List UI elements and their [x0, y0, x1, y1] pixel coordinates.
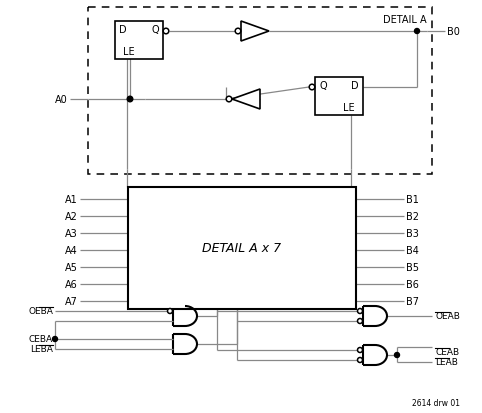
- Text: A5: A5: [65, 262, 78, 272]
- Text: DETAIL A x 7: DETAIL A x 7: [202, 242, 281, 255]
- Text: B0: B0: [447, 27, 460, 37]
- Text: Q: Q: [319, 81, 327, 91]
- Text: B1: B1: [406, 195, 419, 204]
- Circle shape: [53, 337, 57, 342]
- Bar: [128, 188, 356, 309]
- Circle shape: [168, 309, 173, 314]
- Circle shape: [235, 29, 241, 35]
- Text: A1: A1: [65, 195, 78, 204]
- Text: DETAIL A: DETAIL A: [383, 15, 427, 25]
- Circle shape: [358, 319, 362, 324]
- Text: CEAB: CEAB: [435, 348, 459, 357]
- Text: OEBA: OEBA: [28, 307, 53, 316]
- Circle shape: [394, 353, 400, 358]
- Text: B4: B4: [406, 245, 419, 255]
- Text: A3: A3: [65, 228, 78, 238]
- Circle shape: [226, 97, 232, 102]
- Text: D: D: [351, 81, 359, 91]
- Text: LE: LE: [343, 103, 355, 113]
- Circle shape: [358, 348, 362, 353]
- Text: B3: B3: [406, 228, 419, 238]
- Text: CEBA: CEBA: [29, 335, 53, 344]
- Polygon shape: [232, 90, 260, 110]
- Text: A4: A4: [65, 245, 78, 255]
- Circle shape: [358, 358, 362, 363]
- Text: Q: Q: [151, 25, 159, 35]
- Text: A2: A2: [65, 211, 78, 221]
- Text: A0: A0: [55, 95, 68, 105]
- Text: B2: B2: [406, 211, 419, 221]
- Text: A6: A6: [65, 279, 78, 289]
- Circle shape: [415, 29, 419, 34]
- Text: LEBA: LEBA: [30, 345, 53, 354]
- Polygon shape: [241, 22, 269, 42]
- Circle shape: [309, 85, 315, 90]
- Circle shape: [163, 29, 169, 35]
- Bar: [88, 8, 432, 175]
- Circle shape: [358, 309, 362, 314]
- Text: LE: LE: [123, 47, 134, 57]
- Bar: [115, 22, 163, 60]
- Circle shape: [127, 97, 133, 102]
- Text: D: D: [119, 25, 127, 35]
- Text: A7: A7: [65, 296, 78, 306]
- Text: B7: B7: [406, 296, 419, 306]
- Text: B5: B5: [406, 262, 419, 272]
- Text: OEAB: OEAB: [435, 312, 460, 321]
- Text: LEAB: LEAB: [435, 358, 458, 367]
- Bar: [315, 78, 363, 116]
- Text: B6: B6: [406, 279, 419, 289]
- Text: 2614 drw 01: 2614 drw 01: [412, 398, 460, 407]
